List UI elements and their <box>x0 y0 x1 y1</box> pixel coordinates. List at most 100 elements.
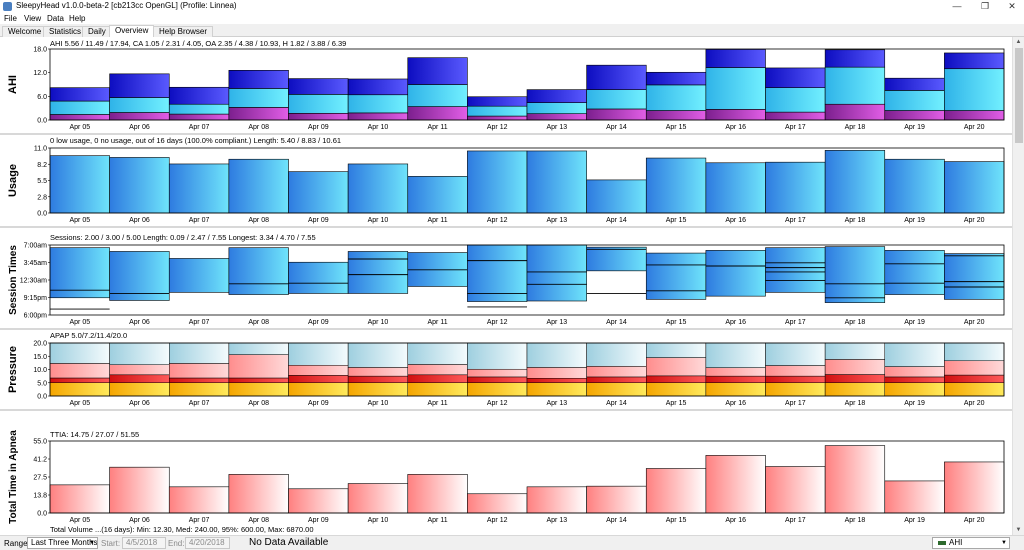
pressure-ytick-label: 0.0 <box>37 394 47 401</box>
pressure-bar-segment <box>824 374 885 384</box>
ahi-bar-segment <box>288 94 349 114</box>
next-graph-summary: Total Volume ...(16 days): Min: 12.30, M… <box>50 525 314 534</box>
pressure-bar-segment <box>228 342 289 355</box>
chevron-down-icon: ▼ <box>89 540 95 546</box>
pressure-bar-segment <box>586 376 647 384</box>
pressure-ytick-label: 5.0 <box>37 380 47 387</box>
menu-bar: File View Data Help <box>0 13 1024 24</box>
pressure-bar-segment <box>526 342 587 368</box>
series-color-swatch <box>938 541 946 545</box>
menu-view[interactable]: View <box>24 14 42 23</box>
session-bar <box>228 247 289 295</box>
usage-bar <box>288 171 349 214</box>
ahi-xtick-label: Apr 15 <box>666 124 687 131</box>
scroll-up-icon[interactable]: ▲ <box>1015 39 1022 45</box>
usage-plot-frame <box>49 147 1005 214</box>
vertical-scrollbar[interactable]: ▲ ▼ <box>1012 37 1024 535</box>
ahi-xtick-label: Apr 11 <box>428 124 448 131</box>
minimize-button[interactable]: — <box>952 1 962 11</box>
pressure-bar-segment <box>169 377 230 384</box>
pressure-bar-segment <box>646 375 707 383</box>
ttia-bar <box>884 480 945 514</box>
tab-daily[interactable]: Daily <box>82 26 112 37</box>
time-in-apnea-ytick-label: 13.8 <box>33 493 47 500</box>
usage-bar <box>705 162 766 214</box>
time-in-apnea-xtick-label: Apr 06 <box>129 517 150 524</box>
close-button[interactable]: ✕ <box>1008 1 1016 11</box>
graph-select[interactable]: AHI ▼ <box>932 537 1010 549</box>
pressure-bar-segment <box>646 382 707 397</box>
session-bar <box>168 258 230 293</box>
maximize-button[interactable]: ❐ <box>980 1 990 11</box>
pressure-xtick-label: Apr 17 <box>785 400 806 407</box>
time-in-apnea-xtick-label: Apr 16 <box>725 517 746 524</box>
pressure-bar-segment <box>944 374 1005 384</box>
ahi-ytick-label: 18.0 <box>33 47 47 54</box>
usage-ytick-label: 2.8 <box>37 194 47 201</box>
pressure-bar-segment <box>824 359 885 375</box>
tab-welcome[interactable]: Welcome <box>2 26 48 37</box>
pressure-bar-segment <box>765 342 826 366</box>
tab-statistics[interactable]: Statistics <box>43 26 88 37</box>
time-in-apnea-xtick-label: Apr 12 <box>487 517 508 524</box>
ahi-bar-segment <box>407 106 468 121</box>
session-bar <box>347 251 409 294</box>
usage-bar <box>347 163 409 214</box>
ahi-bar-segment <box>824 66 886 105</box>
ttia-bar <box>467 493 528 514</box>
end-label: End: <box>168 539 185 548</box>
ahi-xtick-label: Apr 13 <box>547 124 568 131</box>
ttia-bar <box>109 466 170 514</box>
usage-chart: 0 low usage, 0 no usage, out of 16 days … <box>0 136 1012 228</box>
session-bar <box>288 261 349 294</box>
end-date-field[interactable]: 4/20/2018 <box>185 537 230 549</box>
session-times-plot-frame <box>49 244 1005 316</box>
ahi-bar-segment <box>645 110 707 121</box>
scroll-thumb[interactable] <box>1015 48 1023 143</box>
pressure-bar-segment <box>407 364 468 376</box>
overview-graphs[interactable]: AHI 5.56 / 11.49 / 17.94, CA 1.05 / 2.31… <box>0 37 1012 535</box>
session-bar <box>49 247 110 299</box>
usage-xtick-label: Apr 12 <box>487 217 508 224</box>
pressure-bar-segment <box>169 363 230 379</box>
menu-file[interactable]: File <box>4 14 17 23</box>
session-times-xtick-label: Apr 10 <box>368 319 389 326</box>
time-in-apnea-xtick-label: Apr 07 <box>189 517 210 524</box>
ahi-bar-segment <box>884 110 945 121</box>
usage-bar <box>407 176 468 214</box>
ttia-bar <box>49 484 110 514</box>
range-select[interactable]: Last Three Months ▼ <box>27 537 98 549</box>
menu-help[interactable]: Help <box>69 14 86 23</box>
menu-data[interactable]: Data <box>47 14 64 23</box>
ahi-bar-segment <box>347 112 409 121</box>
ahi-xtick-label: Apr 14 <box>606 124 627 131</box>
usage-bar <box>645 157 707 214</box>
ttia-bar <box>526 486 587 514</box>
time-in-apnea-ytick-label: 55.0 <box>33 439 47 446</box>
ahi-bar-segment <box>49 100 110 115</box>
time-in-apnea-ytick-label: 41.2 <box>33 457 47 464</box>
usage-bar <box>49 155 110 214</box>
tab-help-browser[interactable]: Help Browser <box>153 26 214 37</box>
usage-xtick-label: Apr 15 <box>666 217 687 224</box>
ahi-bar-segment <box>467 115 528 121</box>
usage-ytick-label: 0.0 <box>37 211 47 218</box>
ttia-bar <box>645 468 707 514</box>
scroll-down-icon[interactable]: ▼ <box>1015 527 1022 533</box>
ahi-bar-segment <box>228 107 289 121</box>
ahi-bar-segment <box>168 103 230 115</box>
ahi-xtick-label: Apr 08 <box>248 124 269 131</box>
ahi-bar-segment <box>705 109 766 121</box>
ahi-bar-segment <box>586 108 647 121</box>
time-in-apnea-xtick-label: Apr 05 <box>70 517 91 524</box>
ttia-bar <box>347 483 409 514</box>
time-in-apnea-xtick-label: Apr 19 <box>904 517 925 524</box>
ahi-bar-segment <box>49 87 110 102</box>
ahi-bar-segment <box>944 68 1005 111</box>
start-date-field[interactable]: 4/5/2018 <box>122 537 166 549</box>
pressure-bar-segment <box>407 374 468 383</box>
ahi-bar-segment <box>645 84 707 111</box>
ttia-bar <box>765 466 826 514</box>
graph-select-value: AHI <box>949 538 963 547</box>
pressure-bar-segment <box>884 342 945 367</box>
